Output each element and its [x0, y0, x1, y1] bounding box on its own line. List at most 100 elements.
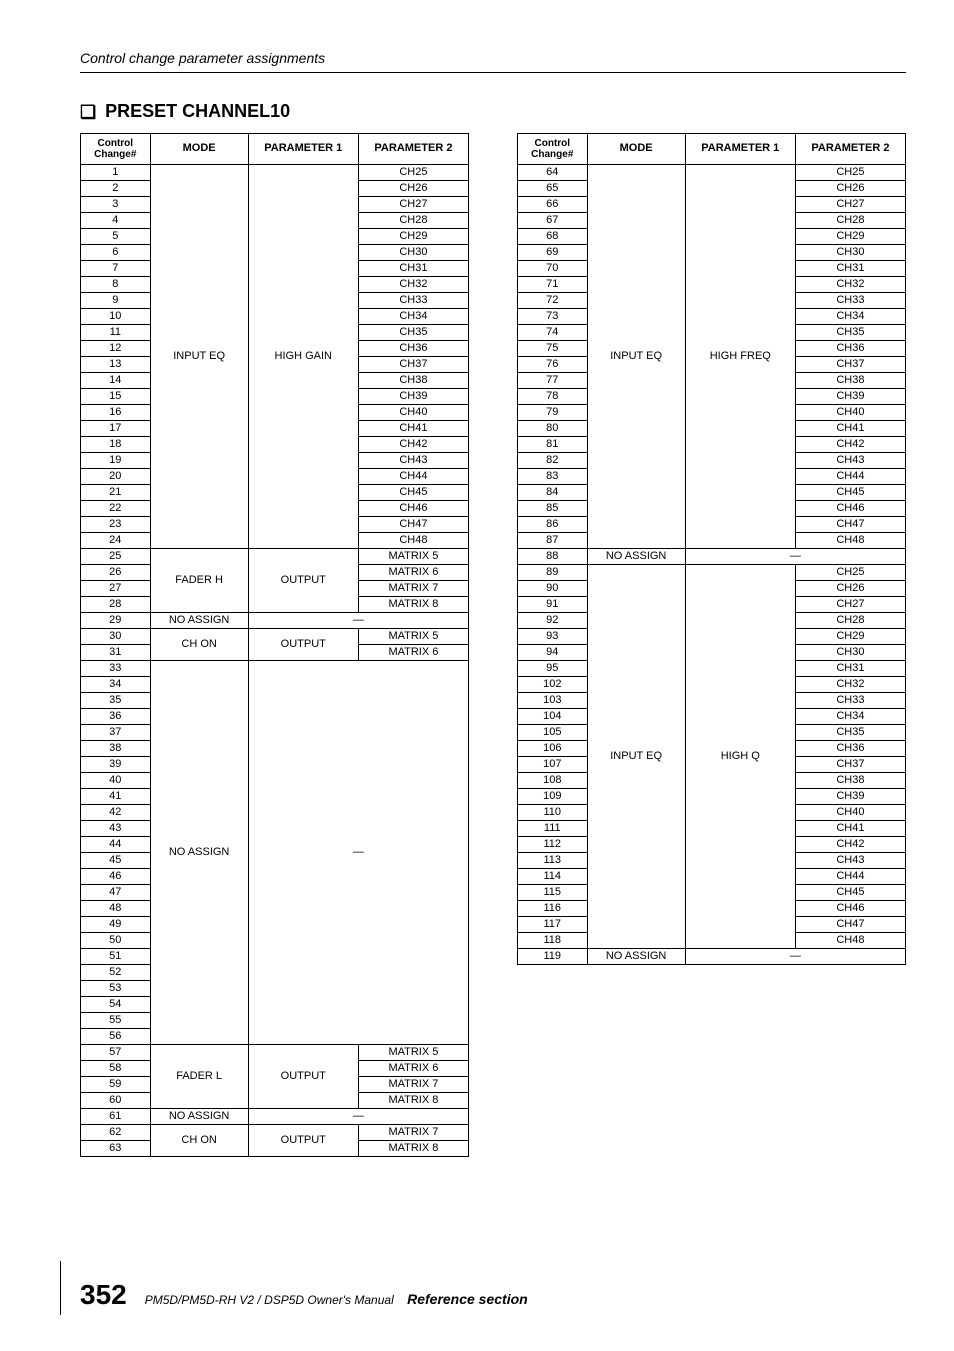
p1-cell: OUTPUT	[248, 1124, 358, 1156]
cc-cell: 110	[518, 804, 588, 820]
p2-cell: CH33	[795, 692, 905, 708]
table-row: 62CH ONOUTPUTMATRIX 7	[81, 1124, 469, 1140]
p2-cell: MATRIX 6	[358, 1060, 468, 1076]
p2-cell: CH41	[795, 820, 905, 836]
col-header-p2: PARAMETER 2	[358, 133, 468, 164]
p2-cell: CH39	[795, 388, 905, 404]
page-footer: 352 PM5D/PM5D-RH V2 / DSP5D Owner's Manu…	[80, 1279, 528, 1311]
p2-cell: CH40	[795, 804, 905, 820]
p2-cell: CH26	[358, 180, 468, 196]
p2-cell: MATRIX 5	[358, 548, 468, 564]
cc-cell: 25	[81, 548, 151, 564]
cc-cell: 58	[81, 1060, 151, 1076]
p2-cell: CH29	[795, 228, 905, 244]
cc-cell: 7	[81, 260, 151, 276]
cc-cell: 114	[518, 868, 588, 884]
p2-cell: CH39	[358, 388, 468, 404]
table-row: 64INPUT EQHIGH FREQCH25	[518, 164, 906, 180]
cc-cell: 26	[81, 564, 151, 580]
p2-cell: CH47	[358, 516, 468, 532]
cc-cell: 54	[81, 996, 151, 1012]
mode-cell: INPUT EQ	[150, 164, 248, 548]
p2-cell: CH31	[358, 260, 468, 276]
mode-cell: INPUT EQ	[587, 564, 685, 948]
cc-cell: 107	[518, 756, 588, 772]
p2-cell: CH25	[795, 164, 905, 180]
p2-cell: CH45	[795, 484, 905, 500]
cc-cell: 12	[81, 340, 151, 356]
cc-cell: 78	[518, 388, 588, 404]
cc-cell: 50	[81, 932, 151, 948]
p1-cell: OUTPUT	[248, 1044, 358, 1108]
cc-cell: 22	[81, 500, 151, 516]
cc-cell: 21	[81, 484, 151, 500]
table-row: 25FADER HOUTPUTMATRIX 5	[81, 548, 469, 564]
cc-cell: 92	[518, 612, 588, 628]
cc-cell: 28	[81, 596, 151, 612]
p2-cell: CH43	[795, 452, 905, 468]
p2-cell: CH29	[795, 628, 905, 644]
footer-section: Reference section	[407, 1291, 528, 1307]
cc-cell: 90	[518, 580, 588, 596]
p2-cell: CH32	[795, 676, 905, 692]
p2-cell: CH47	[795, 516, 905, 532]
p2-cell: CH34	[358, 308, 468, 324]
p2-cell: MATRIX 7	[358, 1124, 468, 1140]
p2-cell: CH45	[795, 884, 905, 900]
cc-cell: 109	[518, 788, 588, 804]
p2-cell: MATRIX 7	[358, 1076, 468, 1092]
cc-cell: 56	[81, 1028, 151, 1044]
cc-cell: 85	[518, 500, 588, 516]
p2-cell: CH26	[795, 580, 905, 596]
cc-cell: 23	[81, 516, 151, 532]
p2-cell: CH48	[795, 932, 905, 948]
section-marker-icon: ❏	[80, 102, 96, 123]
cc-cell: 74	[518, 324, 588, 340]
cc-cell: 70	[518, 260, 588, 276]
mode-cell: CH ON	[150, 628, 248, 660]
table-row: 61NO ASSIGN—	[81, 1108, 469, 1124]
cc-cell: 66	[518, 196, 588, 212]
p2-cell: CH42	[358, 436, 468, 452]
p2-cell: CH42	[795, 436, 905, 452]
p2-cell: CH28	[358, 212, 468, 228]
col-header-cc: ControlChange#	[81, 133, 151, 164]
cc-cell: 72	[518, 292, 588, 308]
p2-cell: CH26	[795, 180, 905, 196]
mode-cell: CH ON	[150, 1124, 248, 1156]
cc-cell: 71	[518, 276, 588, 292]
cc-cell: 55	[81, 1012, 151, 1028]
cc-cell: 10	[81, 308, 151, 324]
cc-cell: 76	[518, 356, 588, 372]
cc-cell: 60	[81, 1092, 151, 1108]
mode-cell: NO ASSIGN	[150, 612, 248, 628]
cc-cell: 31	[81, 644, 151, 660]
col-header-p1: PARAMETER 1	[685, 133, 795, 164]
cc-cell: 63	[81, 1140, 151, 1156]
cc-cell: 111	[518, 820, 588, 836]
dash-cell: —	[685, 548, 905, 564]
p2-cell: CH40	[358, 404, 468, 420]
cc-cell: 57	[81, 1044, 151, 1060]
col-header-mode: MODE	[587, 133, 685, 164]
col-header-cc: ControlChange#	[518, 133, 588, 164]
p1-cell: HIGH GAIN	[248, 164, 358, 548]
dash-cell: —	[248, 612, 468, 628]
cc-cell: 46	[81, 868, 151, 884]
cc-cell: 82	[518, 452, 588, 468]
dash-cell: —	[685, 948, 905, 964]
p2-cell: CH27	[795, 196, 905, 212]
cc-cell: 81	[518, 436, 588, 452]
cc-cell: 118	[518, 932, 588, 948]
dash-cell: —	[248, 1108, 468, 1124]
mode-cell: INPUT EQ	[587, 164, 685, 548]
p2-cell: CH46	[358, 500, 468, 516]
p2-cell: MATRIX 8	[358, 1140, 468, 1156]
cc-cell: 41	[81, 788, 151, 804]
running-head: Control change parameter assignments	[80, 50, 906, 73]
p2-cell: CH33	[795, 292, 905, 308]
cc-cell: 27	[81, 580, 151, 596]
p2-cell: CH37	[795, 356, 905, 372]
p2-cell: CH36	[795, 740, 905, 756]
mode-cell: NO ASSIGN	[150, 660, 248, 1044]
